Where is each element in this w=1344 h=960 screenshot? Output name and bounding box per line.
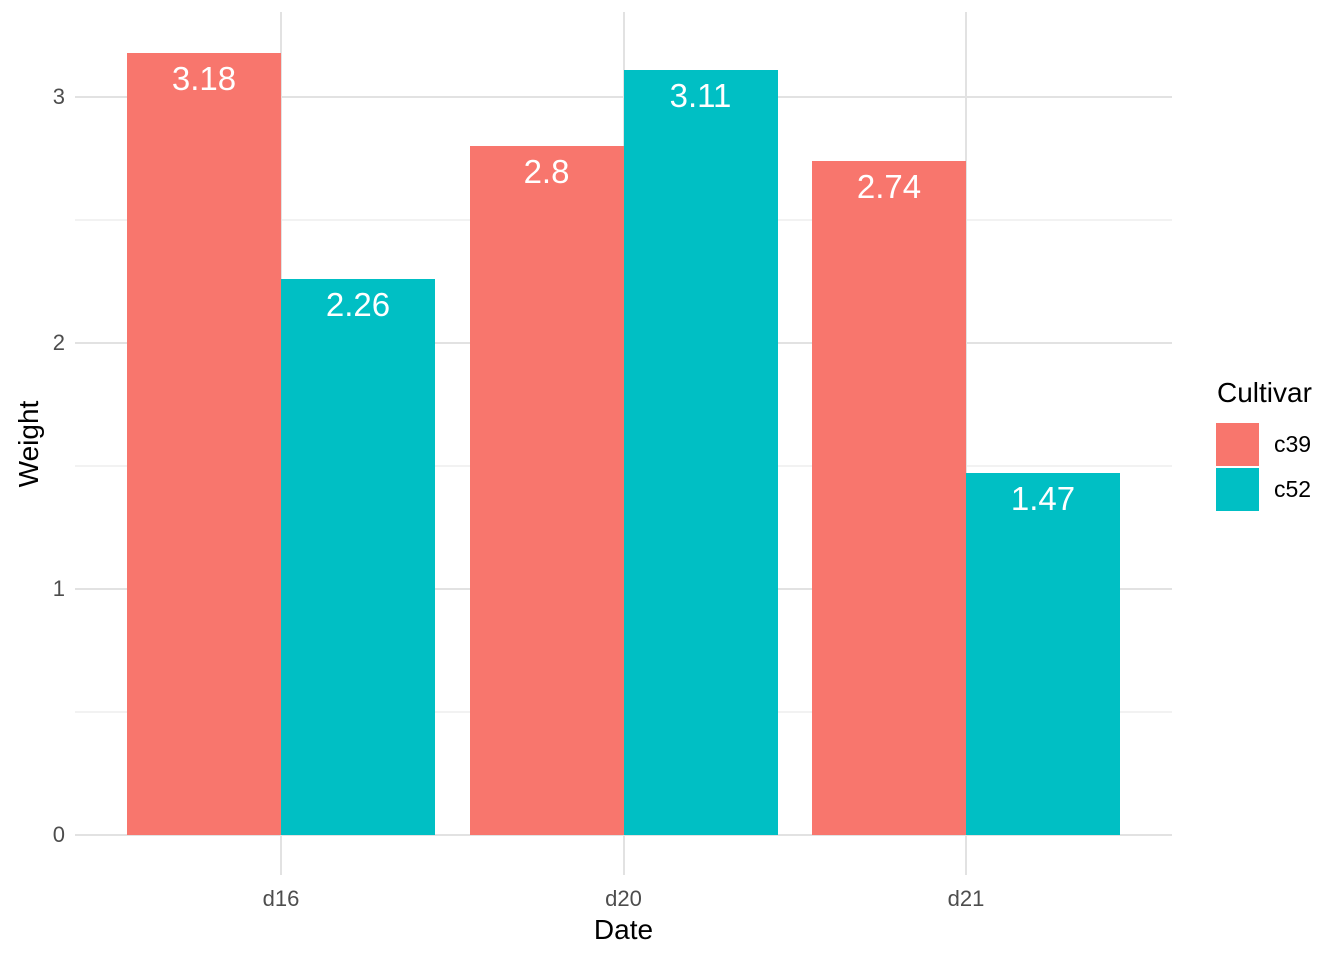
bar-value-label: 2.74 (856, 167, 922, 205)
legend-title: Cultivar (1217, 377, 1312, 408)
y-tick-label: 2 (52, 330, 65, 355)
bar-c52-d20 (623, 69, 778, 835)
plot-panel: 3.18 2.8 2.74 2.26 3.11 1.47 (75, 12, 1172, 875)
legend: Cultivar c39 c52 (1216, 377, 1344, 513)
bar-c39-d21 (812, 160, 966, 835)
x-tick-label: d16 (262, 886, 300, 911)
x-tick-label: d21 (947, 886, 985, 911)
legend-key-swatch (1216, 468, 1259, 511)
legend-item-label: c39 (1274, 431, 1312, 457)
legend-item-label: c52 (1274, 476, 1312, 502)
y-tick-label: 3 (52, 84, 65, 109)
x-tick-label: d20 (605, 886, 642, 911)
gridline-vertical (965, 12, 967, 875)
bar-c52-d21 (966, 473, 1120, 835)
bar-c39-d20 (469, 146, 624, 835)
bar-value-label: 3.18 (171, 59, 237, 97)
bar-value-label: 1.47 (1010, 480, 1076, 518)
legend-key-swatch (1216, 423, 1259, 466)
bar-c39-d16 (127, 52, 281, 835)
bar-value-label: 3.11 (669, 76, 732, 114)
y-tick-label: 0 (52, 822, 65, 847)
bar-value-label: 2.26 (325, 286, 391, 324)
y-axis-title: Weight (13, 400, 44, 488)
legend-items: c39 c52 (1216, 423, 1344, 511)
legend-item-c52: c52 (1216, 468, 1344, 511)
bar-c52-d16 (281, 279, 435, 835)
y-tick-label: 1 (52, 576, 65, 601)
x-axis-title: Date (593, 914, 654, 945)
legend-item-c39: c39 (1216, 423, 1344, 466)
bar-value-label: 2.8 (523, 153, 570, 191)
